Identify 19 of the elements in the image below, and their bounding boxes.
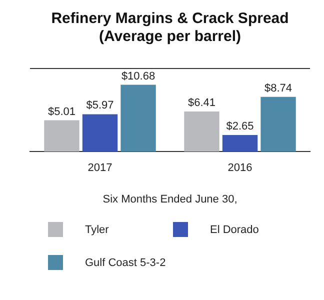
bar [260,96,296,152]
chart-title: Refinery Margins & Crack Spread (Average per barrel) [51,10,289,46]
data-label: $5.97 [86,100,114,112]
bar [44,120,80,152]
bar [82,114,118,152]
legend-label: Tyler [85,224,109,236]
data-label: $2.65 [226,120,254,133]
bar [184,111,220,152]
legend-label: El Dorado [210,224,259,236]
data-label: $6.41 [188,96,216,109]
data-label: $10.68 [121,70,156,82]
x-tick-label: 2017 [88,162,112,174]
data-label: $8.74 [264,82,292,94]
bar [120,84,156,152]
bar [222,135,258,152]
data-label: $5.01 [48,106,76,118]
x-axis-title: Six Months Ended June 30, [102,193,238,206]
legend-label: Gulf Coast 5-3-2 [85,256,166,268]
x-tick-label: 2016 [228,162,252,174]
